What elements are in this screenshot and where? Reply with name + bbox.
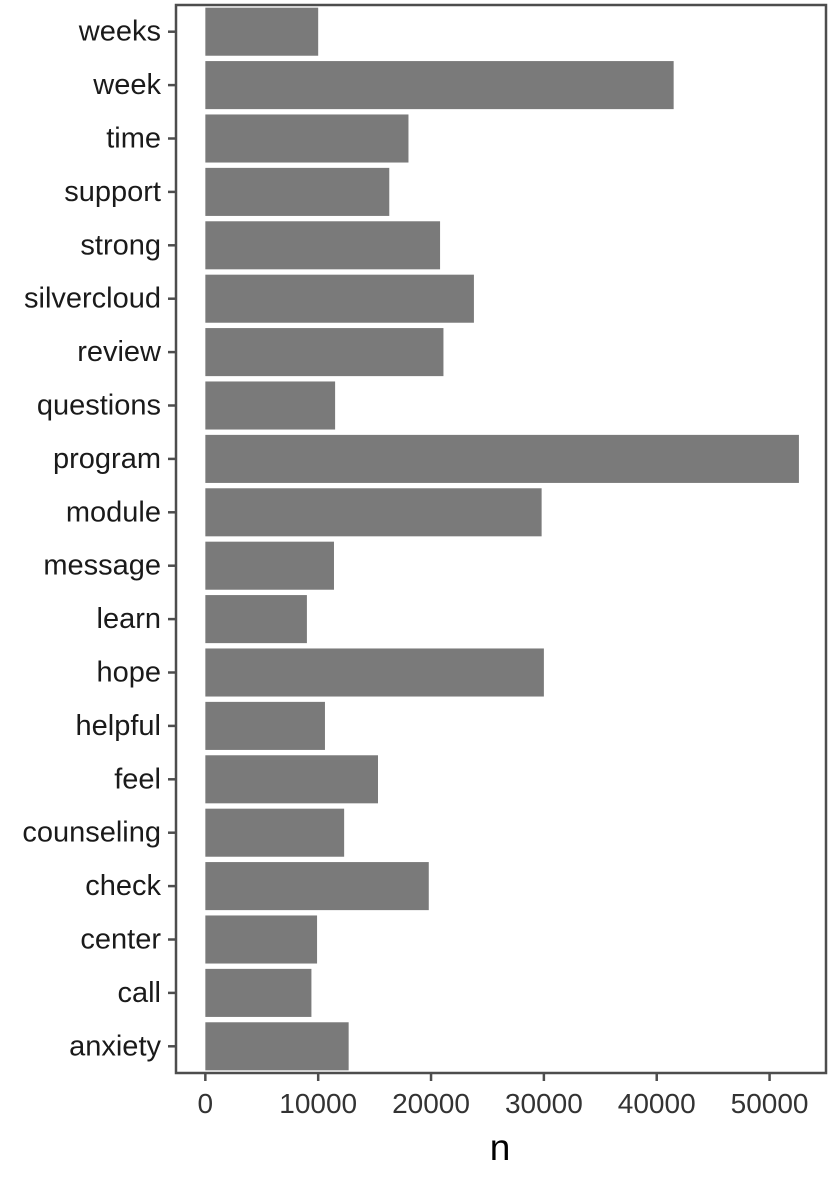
y-tick-label-week: week	[92, 69, 161, 101]
y-axis: weeks week time support strong silvercloud rev…	[22, 16, 176, 1062]
bar-weeks	[205, 7, 319, 56]
y-tick-label-helpful: helpful	[76, 710, 161, 742]
bar-counseling	[205, 808, 345, 857]
y-tick-label-center: center	[80, 924, 161, 956]
y-tick-label-learn: learn	[97, 603, 162, 635]
bar-program	[205, 434, 799, 483]
bars-layer	[205, 7, 799, 1071]
bar-call	[205, 968, 312, 1017]
x-tick-label-30000: 30000	[505, 1088, 583, 1119]
bar-support	[205, 167, 390, 216]
y-tick-label-review: review	[77, 336, 162, 368]
bar-module	[205, 488, 542, 537]
y-tick-label-questions: questions	[37, 390, 161, 422]
bar-hope	[205, 648, 544, 697]
y-tick-label-anxiety: anxiety	[69, 1030, 161, 1062]
y-tick-label-hope: hope	[96, 657, 161, 689]
bar-learn	[205, 595, 307, 644]
y-tick-label-check: check	[85, 870, 161, 902]
bar-feel	[205, 755, 378, 804]
bar-anxiety	[205, 1022, 349, 1071]
bar-time	[205, 114, 409, 163]
bar-questions	[205, 381, 336, 430]
bar-check	[205, 862, 429, 911]
y-tick-label-counseling: counseling	[22, 817, 161, 849]
y-tick-label-module: module	[66, 496, 161, 528]
x-axis-title: n	[490, 1127, 511, 1168]
y-tick-label-strong: strong	[80, 229, 161, 261]
y-tick-label-program: program	[53, 443, 161, 475]
x-tick-label-10000: 10000	[279, 1088, 357, 1119]
bar-helpful	[205, 701, 325, 750]
bar-center	[205, 915, 318, 964]
y-tick-label-message: message	[43, 550, 161, 582]
y-tick-label-silvercloud: silvercloud	[24, 283, 161, 315]
x-tick-label-40000: 40000	[618, 1088, 696, 1119]
y-tick-label-call: call	[117, 977, 161, 1009]
x-tick-label-0: 0	[198, 1088, 214, 1119]
y-tick-label-feel: feel	[114, 763, 161, 795]
x-tick-label-50000: 50000	[731, 1088, 809, 1119]
y-tick-label-weeks: weeks	[78, 16, 161, 48]
bar-strong	[205, 221, 441, 270]
bar-week	[205, 61, 674, 110]
bar-review	[205, 328, 444, 377]
bar-silvercloud	[205, 274, 474, 323]
x-tick-label-20000: 20000	[392, 1088, 470, 1119]
y-tick-label-support: support	[64, 176, 161, 208]
bar-message	[205, 541, 334, 590]
y-tick-label-time: time	[106, 123, 161, 155]
x-axis: 0 10000 20000 30000 40000 50000	[198, 1073, 809, 1119]
plot-panel	[174, 3, 828, 1075]
